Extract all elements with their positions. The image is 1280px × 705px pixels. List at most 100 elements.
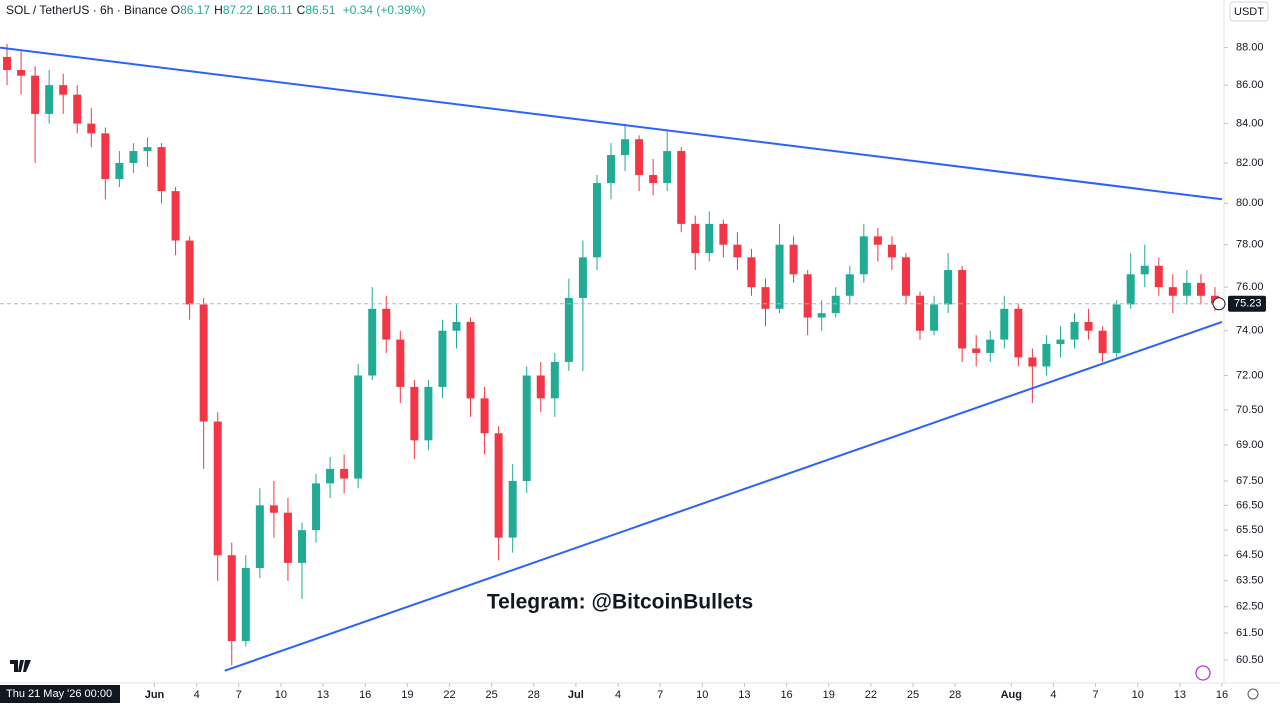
- candle-body: [410, 386, 419, 441]
- candle-body: [508, 480, 517, 538]
- candle-body: [550, 361, 559, 399]
- ohlc-key: C: [296, 3, 306, 17]
- candle-body: [213, 421, 222, 556]
- candle-body: [283, 512, 292, 563]
- candle-body: [255, 505, 264, 568]
- candle-body: [312, 483, 321, 531]
- last-price-label: 75.23: [1234, 298, 1262, 310]
- x-tick-label: 16: [780, 689, 792, 701]
- candle-body: [564, 297, 573, 362]
- candle-body: [1196, 282, 1205, 296]
- candle-body: [241, 567, 250, 642]
- y-tick-label: 64.50: [1236, 549, 1264, 561]
- candle-body: [944, 270, 953, 305]
- candle-body: [873, 236, 882, 245]
- candle-body: [157, 147, 166, 192]
- y-tick-label: 65.50: [1236, 524, 1264, 536]
- candle-body: [747, 257, 756, 288]
- candle-body: [1098, 330, 1107, 353]
- ohlc-value: 86.51: [305, 3, 336, 17]
- candle-body: [719, 223, 728, 245]
- candle-body: [452, 321, 461, 331]
- candle-body: [733, 244, 742, 258]
- candle-body: [87, 123, 96, 134]
- trendline: [224, 320, 1223, 672]
- candle-body: [1056, 339, 1065, 345]
- currency-label[interactable]: USDT: [1234, 6, 1264, 18]
- y-tick-label: 86.00: [1236, 79, 1264, 91]
- y-tick-label: 60.50: [1236, 654, 1264, 666]
- candle-body: [958, 270, 967, 349]
- x-tick-label: 10: [1132, 689, 1144, 701]
- ohlc-value: 86.17: [180, 3, 211, 17]
- crosshair-box: [0, 685, 120, 703]
- candle-body: [438, 330, 447, 387]
- x-tick-label: 7: [657, 689, 663, 701]
- x-tick-label: 28: [949, 689, 961, 701]
- candle-body: [887, 244, 896, 258]
- x-tick-label: 10: [275, 689, 287, 701]
- x-tick-label: 25: [907, 689, 919, 701]
- y-tick-label: 74.00: [1236, 325, 1264, 337]
- candle-body: [803, 274, 812, 318]
- candle-body: [578, 257, 587, 298]
- alert-icon[interactable]: [1195, 665, 1211, 681]
- candle-body: [340, 468, 349, 479]
- candle-body: [494, 433, 503, 538]
- crosshair-label: Thu 21 May '26 00:00: [6, 688, 112, 700]
- x-tick-label: 22: [443, 689, 455, 701]
- candle-body: [986, 339, 995, 353]
- candle-body: [129, 151, 138, 163]
- y-tick-label: 82.00: [1236, 157, 1264, 169]
- candle-body: [185, 240, 194, 305]
- candle-body: [930, 304, 939, 331]
- candle-body: [859, 236, 868, 275]
- candle-body: [845, 274, 854, 296]
- settings-icon[interactable]: [1247, 688, 1259, 700]
- y-tick-label: 76.00: [1236, 281, 1264, 293]
- x-tick-label: 4: [1050, 689, 1056, 701]
- candle-body: [297, 530, 306, 563]
- candle-body: [1000, 308, 1009, 340]
- x-tick-label: 13: [317, 689, 329, 701]
- candle-body: [1140, 265, 1149, 275]
- y-tick-label: 69.00: [1236, 439, 1264, 451]
- currency-button[interactable]: [1229, 1, 1269, 22]
- y-tick-label: 62.50: [1236, 601, 1264, 613]
- x-tick-label: 19: [823, 689, 835, 701]
- x-tick-label: 28: [528, 689, 540, 701]
- candle-body: [1042, 344, 1051, 367]
- candle-body: [607, 155, 615, 184]
- candle-body: [522, 375, 531, 481]
- candle-body: [480, 398, 489, 434]
- y-tick-label: 63.50: [1236, 575, 1264, 587]
- candle-body: [143, 147, 152, 152]
- candle-body: [1168, 287, 1177, 296]
- candle-body: [677, 151, 686, 224]
- candle-body: [31, 75, 40, 114]
- x-tick-label: 16: [359, 689, 371, 701]
- y-tick-label: 72.00: [1236, 369, 1264, 381]
- candle-body: [705, 223, 714, 254]
- candle-body: [1112, 304, 1121, 353]
- candle-body: [199, 304, 208, 422]
- y-tick-label: 67.50: [1236, 475, 1264, 487]
- candle-body: [1126, 274, 1135, 305]
- last-price-tag: [1228, 295, 1266, 312]
- ohlc-key: H: [214, 3, 223, 17]
- x-tick-label: 4: [194, 689, 200, 701]
- candle-body: [1014, 308, 1023, 358]
- candle-body: [171, 191, 180, 241]
- x-tick-label: 25: [485, 689, 497, 701]
- plot-area: [0, 43, 1223, 672]
- trendline: [0, 46, 1223, 201]
- candle-body: [115, 162, 124, 180]
- candle-body: [789, 244, 798, 275]
- candle-body: [354, 375, 363, 479]
- candle-body: [916, 295, 925, 331]
- candle-body: [1084, 321, 1093, 331]
- candle-body: [326, 468, 335, 484]
- candle-body: [691, 223, 700, 254]
- x-tick-label: 4: [615, 689, 621, 701]
